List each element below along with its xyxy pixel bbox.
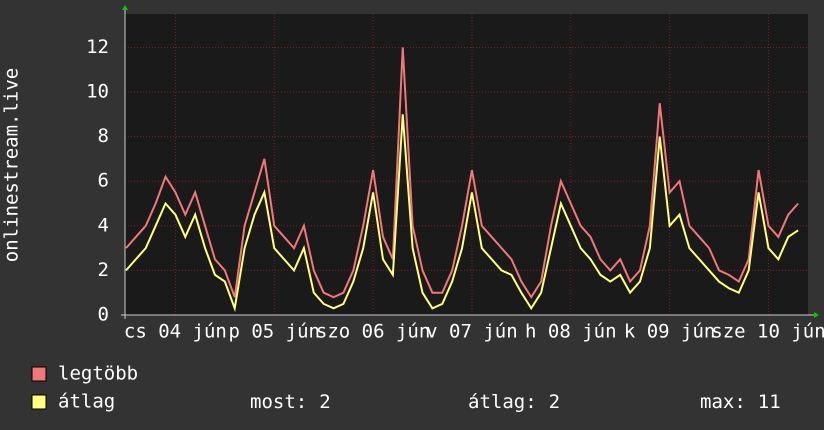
y-axis-label: onlinestream.live [1, 68, 23, 262]
y-tick-label: 2 [98, 259, 109, 281]
stat-value: 2 [549, 391, 560, 413]
legend-stat: max: 11 [700, 391, 781, 413]
x-tick-label: v 07 jún [426, 321, 518, 343]
y-tick-label: 12 [86, 36, 109, 58]
x-tick-label: p 05 jún [228, 321, 320, 343]
legend-swatch [31, 366, 47, 382]
x-tick-label: h 08 jún [525, 321, 617, 343]
y-tick-label: 6 [98, 170, 109, 192]
series-line [125, 47, 799, 300]
x-tick-label: sze 10 jún [711, 321, 824, 343]
y-tick-label: 4 [98, 214, 109, 236]
legend-swatch [31, 394, 47, 410]
stat-label: max: [700, 391, 746, 413]
x-tick-label: k 09 jún [624, 321, 716, 343]
stat-value: 2 [319, 391, 330, 413]
y-tick-label: 8 [98, 125, 109, 147]
stat-label: most: [250, 391, 307, 413]
x-tick-label: cs 04 jún [124, 321, 227, 343]
legend-label: legtöbb [58, 363, 138, 385]
axis-arrow [122, 5, 128, 10]
stat-value: 11 [758, 391, 781, 413]
series-line [125, 114, 799, 313]
legend-label: átlag [58, 391, 115, 413]
legend-stat: most: 2 [250, 391, 331, 413]
x-tick-label: szo 06 jún [316, 321, 430, 343]
plot-area [125, 14, 808, 315]
stat-label: átlag: [468, 391, 537, 413]
y-tick-label: 0 [98, 304, 109, 326]
axis-arrow [814, 312, 819, 318]
legend-stat: átlag: 2 [468, 391, 560, 413]
y-tick-label: 10 [86, 81, 109, 103]
